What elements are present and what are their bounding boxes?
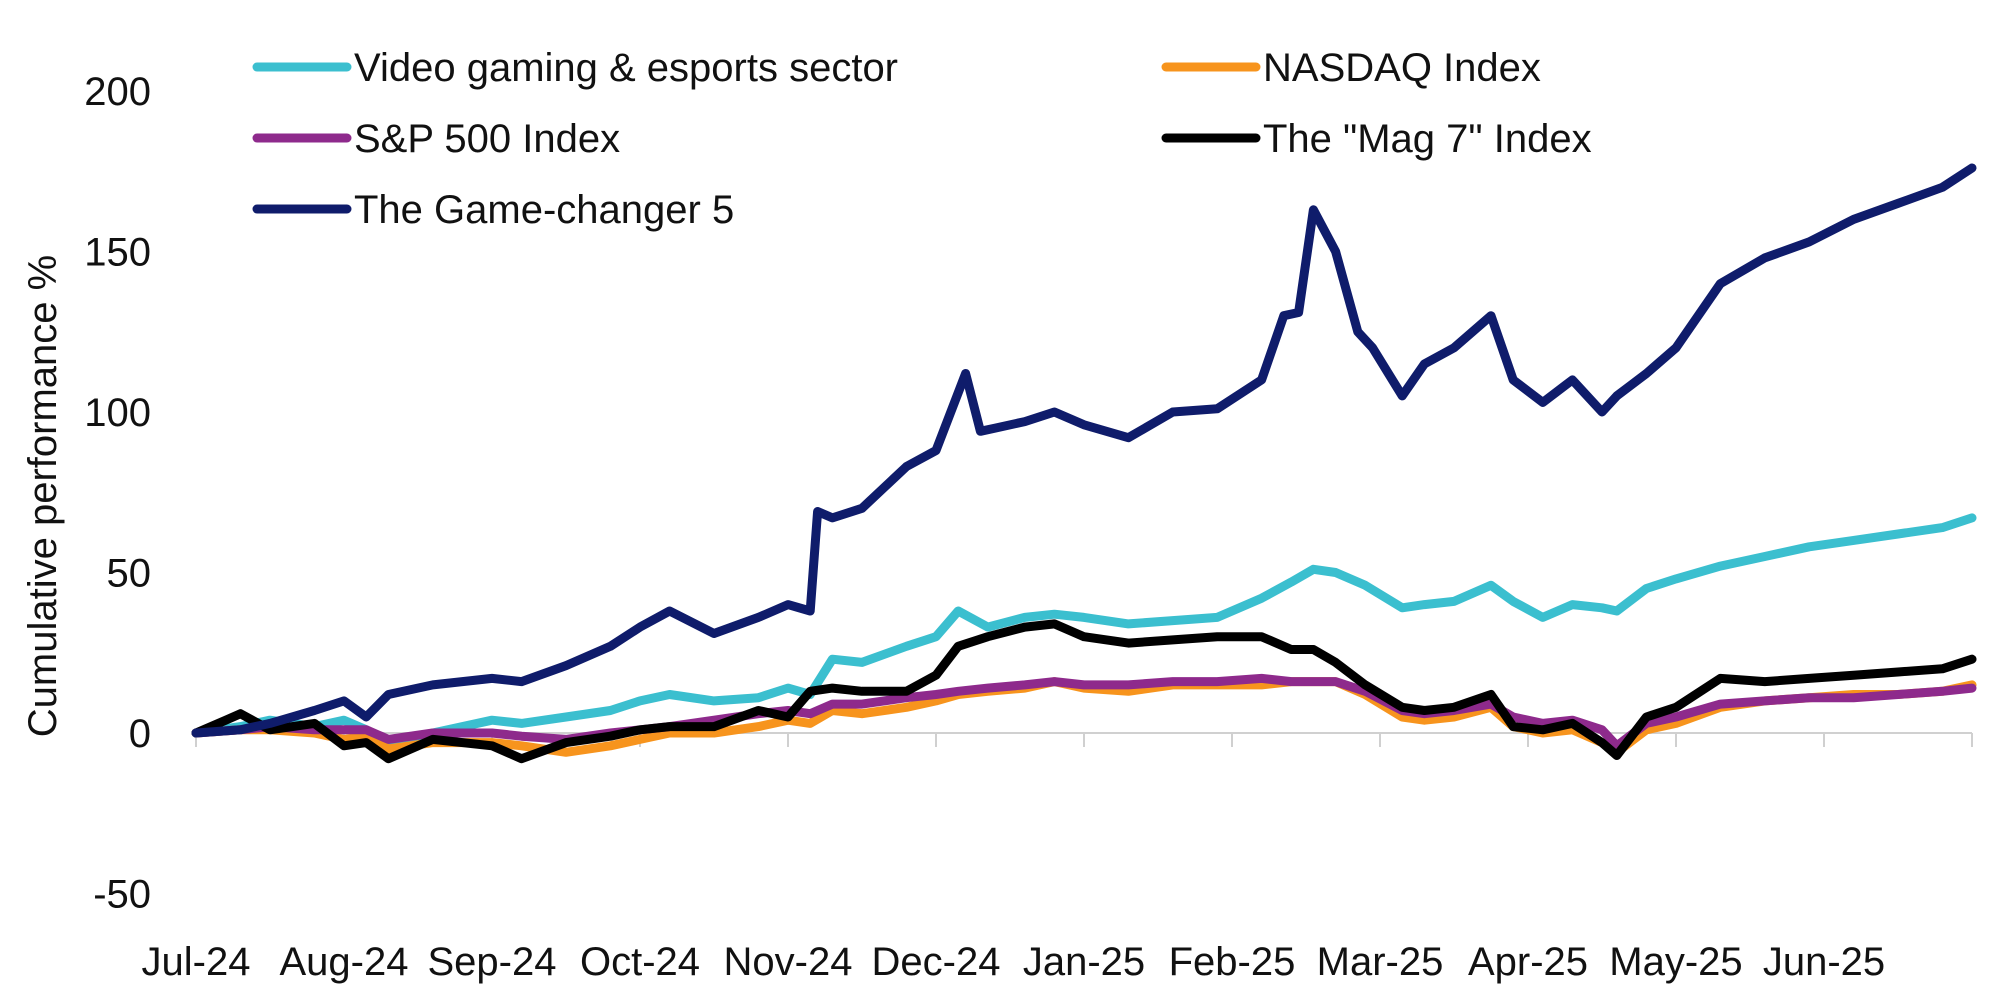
x-tick-label: Jun-25 — [1763, 940, 1885, 984]
series-game-changer — [191, 163, 1977, 738]
legend-label-game-changer: The Game-changer 5 — [354, 188, 734, 232]
x-tick-label: Jan-25 — [1023, 940, 1145, 984]
x-tick-label: Jul-24 — [142, 940, 251, 984]
x-axis: Jul-24 Aug-24 Sep-24 Oct-24 Nov-24 Dec-24 Jan-… — [142, 732, 1973, 984]
series-mag7 — [191, 619, 1977, 764]
series-video-gaming — [191, 513, 1977, 748]
x-tick-label: Mar-25 — [1317, 940, 1444, 984]
legend-label-mag7: The "Mag 7" Index — [1263, 117, 1592, 161]
y-tick-label: 0 — [129, 712, 151, 756]
x-tick-label: Sep-24 — [428, 940, 557, 984]
plot-area — [191, 163, 1977, 764]
y-tick-label: 100 — [84, 391, 151, 435]
legend-label-video-gaming: Video gaming & esports sector — [354, 46, 898, 90]
legend-label-nasdaq: NASDAQ Index — [1263, 46, 1541, 90]
legend-item-mag7: The "Mag 7" Index — [1161, 117, 1592, 161]
legend-item-nasdaq: NASDAQ Index — [1161, 46, 1541, 90]
x-tick-label: Oct-24 — [580, 940, 700, 984]
legend-item-sp500: S&P 500 Index — [252, 117, 620, 161]
legend-label-sp500: S&P 500 Index — [354, 117, 620, 161]
y-axis: -50 0 50 100 150 200 — [84, 70, 151, 917]
x-tick-label: Dec-24 — [872, 940, 1001, 984]
y-tick-label: 50 — [107, 552, 152, 596]
legend-item-game-changer: The Game-changer 5 — [252, 188, 734, 232]
x-tick-label: May-25 — [1609, 940, 1742, 984]
legend-item-video-gaming: Video gaming & esports sector — [252, 46, 898, 90]
y-tick-label: 150 — [84, 231, 151, 275]
x-tick-label: Feb-25 — [1169, 940, 1296, 984]
x-tick-label: Aug-24 — [280, 940, 409, 984]
y-tick-label: 200 — [84, 70, 151, 114]
y-axis-title: Cumulative performance % — [21, 255, 65, 737]
y-tick-label: -50 — [93, 873, 151, 917]
x-tick-label: Apr-25 — [1468, 940, 1588, 984]
x-tick-label: Nov-24 — [724, 940, 853, 984]
legend: Video gaming & esports sector NASDAQ Ind… — [252, 46, 1592, 232]
